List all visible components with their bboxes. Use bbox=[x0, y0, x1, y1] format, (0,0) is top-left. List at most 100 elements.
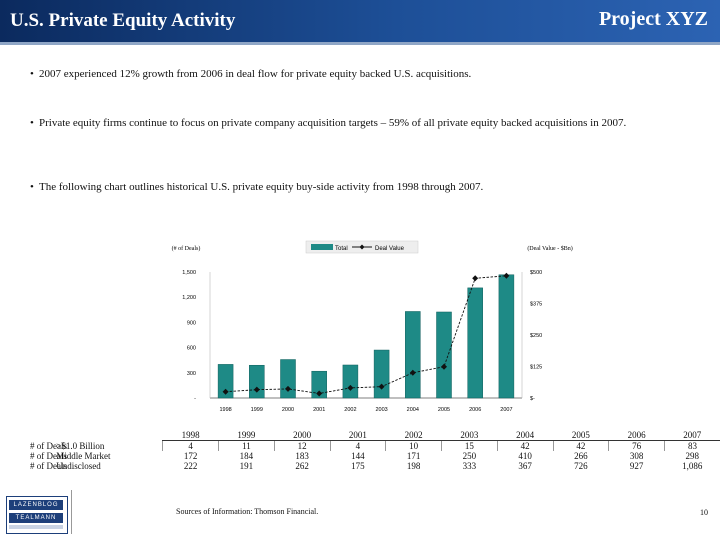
table-row-label: # of Deals Undisclosed bbox=[30, 461, 163, 471]
table-cell: 144 bbox=[351, 451, 365, 461]
table-cell: 10 bbox=[385, 440, 442, 451]
table-cell: 15 bbox=[441, 440, 498, 451]
x-tick-label: 2006 bbox=[469, 407, 481, 413]
table-cell: 175 bbox=[351, 461, 365, 471]
legend-label-deal-value: Deal Value bbox=[375, 246, 405, 252]
table-corner bbox=[30, 430, 163, 441]
x-tick-label: 2002 bbox=[344, 407, 356, 413]
x-tick-label: 1998 bbox=[219, 407, 231, 413]
deal-value-point bbox=[441, 363, 447, 370]
bullet-chart-intro: • The following chart outlines historica… bbox=[30, 180, 690, 195]
table-cell: 927 bbox=[629, 461, 644, 471]
table-cell: 250 bbox=[462, 451, 477, 461]
x-tick-label: 2004 bbox=[407, 407, 419, 413]
table-row: # of Deals Undisclosed 222 191 262 175 198 333… bbox=[30, 461, 720, 471]
bullet-marker: • bbox=[30, 181, 34, 193]
deal-value-point bbox=[222, 388, 229, 395]
row-label-segment: Middle Market bbox=[54, 451, 111, 461]
bar-total bbox=[342, 364, 359, 399]
table-year-header: 2004 bbox=[497, 430, 554, 441]
source-note: Sources of Information: Thomson Financia… bbox=[176, 507, 319, 516]
x-tick-label: 2007 bbox=[500, 407, 512, 413]
table-cell: 42 bbox=[552, 440, 609, 451]
y2-tick-label: $250 bbox=[530, 333, 542, 339]
y-tick-label: - bbox=[194, 396, 196, 402]
table-cell: 726 bbox=[574, 461, 588, 471]
table-cell: 191 bbox=[239, 461, 254, 471]
y2-tick-label: $- bbox=[530, 396, 535, 402]
table-row-label: # of Deals Middle Market bbox=[30, 451, 163, 461]
company-logo: LAZENBLOG TEALMANN bbox=[6, 496, 68, 534]
table-cell: 4 bbox=[162, 440, 219, 451]
bar-total bbox=[498, 274, 515, 399]
table-cell: 262 bbox=[295, 461, 309, 471]
bar-total bbox=[249, 364, 265, 399]
table-cell: 83 bbox=[664, 440, 720, 451]
table-year-header: 2005 bbox=[553, 430, 609, 441]
deal-value-point bbox=[409, 369, 416, 376]
table-year-header: 1998 bbox=[162, 430, 219, 441]
table-cell: 198 bbox=[406, 461, 421, 471]
table-year-header: 2002 bbox=[385, 430, 442, 441]
table-year-header: 2001 bbox=[330, 430, 386, 441]
table-year-header: 1999 bbox=[218, 430, 275, 441]
table-cell: 367 bbox=[518, 461, 532, 471]
x-tick-label: 2001 bbox=[313, 407, 325, 413]
table-year-header: 2003 bbox=[441, 430, 498, 441]
logo-bar bbox=[9, 500, 63, 510]
bullet-marker: • bbox=[30, 117, 34, 129]
bar-total bbox=[405, 311, 421, 399]
logo-tagline bbox=[9, 525, 63, 529]
x-tick-label: 2000 bbox=[282, 407, 294, 413]
row-label-segment: Undisclosed bbox=[54, 461, 101, 471]
y-axis-label: (# of Deals) bbox=[172, 245, 201, 252]
deal-value-point bbox=[316, 390, 323, 397]
y2-tick-label: $375 bbox=[530, 302, 542, 308]
bar-total bbox=[311, 370, 327, 399]
table-cell: 183 bbox=[295, 451, 309, 461]
y-tick-label: 600 bbox=[187, 346, 196, 352]
table-cell: 266 bbox=[574, 451, 588, 461]
bar-total bbox=[280, 359, 296, 399]
project-name: Project XYZ bbox=[598, 8, 708, 30]
table-cell: 410 bbox=[518, 451, 532, 461]
bullet-text: Private equity firms continue to focus o… bbox=[39, 117, 627, 129]
table-year-header: 2007 bbox=[664, 430, 720, 441]
y-tick-label: 1,200 bbox=[182, 295, 196, 301]
y2-tick-label: $125 bbox=[530, 365, 542, 371]
table-row: # of Deals Middle Market 172 184 183 144 171 2… bbox=[30, 451, 720, 461]
table-header-row: 1998 1999 2000 2001 2002 2003 2004 2005 2006 2007 bbox=[30, 430, 720, 441]
row-label-metric: # of Deals bbox=[30, 461, 67, 471]
deal-value-point bbox=[503, 272, 510, 279]
bar-total bbox=[467, 287, 483, 399]
table-row: # of Deals >$1.0 Billion 4 11 12 4 10 15 42 42 76… bbox=[30, 440, 720, 451]
logo-text: TEALMANN bbox=[15, 515, 57, 521]
header-banner: U.S. Private Equity Activity Project XYZ bbox=[0, 0, 720, 45]
x-tick-label: 1999 bbox=[251, 407, 263, 413]
table-cell: 171 bbox=[406, 451, 421, 461]
y-tick-label: 1,500 bbox=[182, 270, 196, 276]
table-cell: 222 bbox=[183, 461, 198, 471]
table-cell: 12 bbox=[273, 440, 331, 451]
bullet-growth: • 2007 experienced 12% growth from 2006 … bbox=[30, 67, 690, 82]
x-tick-label: 2003 bbox=[375, 407, 387, 413]
deals-chart: (# of Deals) (Deal Value - $Bn) 1,500 1,200… bbox=[172, 240, 573, 413]
footer-divider bbox=[71, 490, 72, 534]
legend-swatch-total bbox=[311, 244, 333, 250]
bullet-text: The following chart outlines historical … bbox=[39, 181, 484, 193]
y2-axis-label: (Deal Value - $Bn) bbox=[527, 245, 572, 252]
table-year-header: 2006 bbox=[608, 430, 665, 441]
bar-total bbox=[217, 364, 234, 399]
bar-total bbox=[436, 311, 452, 399]
y-tick-label: 300 bbox=[187, 371, 196, 377]
bullet-private-targets: • Private equity firms continue to focus… bbox=[30, 116, 688, 131]
row-label-metric: # of Deals bbox=[30, 440, 67, 451]
logo-text: LAZENBLOG bbox=[13, 502, 59, 508]
y-tick-label: 900 bbox=[187, 320, 196, 326]
row-label-metric: # of Deals bbox=[30, 451, 67, 461]
x-tick-label: 2005 bbox=[438, 407, 450, 413]
bullet-marker: • bbox=[30, 68, 34, 80]
table-year-header: 2000 bbox=[274, 430, 331, 441]
table-cell: 1,086 bbox=[682, 461, 703, 471]
row-label-segment: >$1.0 Billion bbox=[54, 440, 105, 451]
